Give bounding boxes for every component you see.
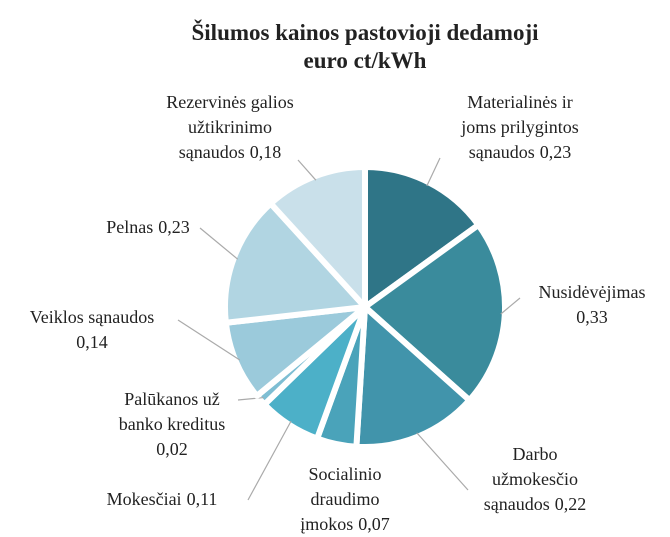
slice-label: Socialinio [309, 464, 382, 484]
value-label: 0,33 [576, 307, 608, 327]
chart-title: Šilumos kainos pastovioji dedamoji [192, 19, 540, 45]
value-label: 0,02 [156, 439, 188, 459]
pie-slice [362, 221, 508, 404]
category-name: užmokesčio [492, 469, 578, 489]
category-name: draudimo [311, 489, 380, 509]
slice-label: draudimo [311, 489, 380, 509]
category-name: sąnaudos [179, 142, 245, 162]
category-name: sąnaudos [469, 142, 535, 162]
slice-label: Materialinės ir [467, 92, 572, 112]
category-name: Palūkanos už [124, 389, 219, 409]
chart-title: euro ct/kWh [304, 48, 427, 73]
slice-label: Palūkanos už [124, 389, 219, 409]
slice-label: užtikrinimo [188, 117, 272, 137]
leader-line [247, 420, 292, 501]
category-name: Nusidėvėjimas [539, 282, 646, 302]
leader-line [199, 227, 239, 260]
category-name: Pelnas [106, 217, 153, 237]
slice-label: Veiklos sąnaudos [30, 307, 155, 327]
category-name: Veiklos sąnaudos [30, 307, 155, 327]
slice-label: sąnaudos 0,18 [179, 142, 282, 162]
category-name: sąnaudos [484, 494, 550, 514]
pie-slice [267, 164, 368, 310]
leader-line [177, 319, 241, 361]
category-name: Darbo [513, 444, 558, 464]
pie-slice [222, 200, 368, 326]
leader-line [500, 297, 521, 315]
value-label: 0,23 [158, 217, 190, 237]
slice-label: banko kreditus [119, 414, 225, 434]
slice-label: sąnaudos 0,22 [484, 494, 587, 514]
category-name: Materialinės ir [467, 92, 572, 112]
leader-line [426, 157, 441, 187]
category-name: joms prilygintos [460, 117, 579, 137]
value-label: 0,23 [540, 142, 572, 162]
category-name: užtikrinimo [188, 117, 272, 137]
value-label: 0,11 [187, 489, 218, 509]
slice-label: Pelnas 0,23 [106, 217, 190, 237]
slice-label: Darbo [513, 444, 558, 464]
value-label: 0,07 [358, 514, 390, 534]
slice-label: Rezervinės galios [166, 92, 293, 112]
leader-line [297, 159, 317, 181]
pie-slice [353, 304, 473, 450]
slice-label: Mokesčiai 0,11 [107, 489, 218, 509]
category-name: įmokos [300, 514, 353, 534]
slice-label: Nusidėvėjimas [539, 282, 646, 302]
category-name: Socialinio [309, 464, 382, 484]
value-label: 0,22 [555, 494, 587, 514]
value-label: 0,18 [250, 142, 282, 162]
leader-line [416, 432, 469, 491]
slice-label: įmokos 0,07 [300, 514, 390, 534]
value-label: 0,14 [76, 332, 108, 352]
slice-label: sąnaudos 0,23 [469, 142, 572, 162]
slice-label: užmokesčio [492, 469, 578, 489]
category-name: banko kreditus [119, 414, 225, 434]
category-name: Mokesčiai [107, 489, 182, 509]
category-name: Rezervinės galios [166, 92, 293, 112]
leader-line [237, 396, 264, 401]
slice-label: joms prilygintos [460, 117, 579, 137]
